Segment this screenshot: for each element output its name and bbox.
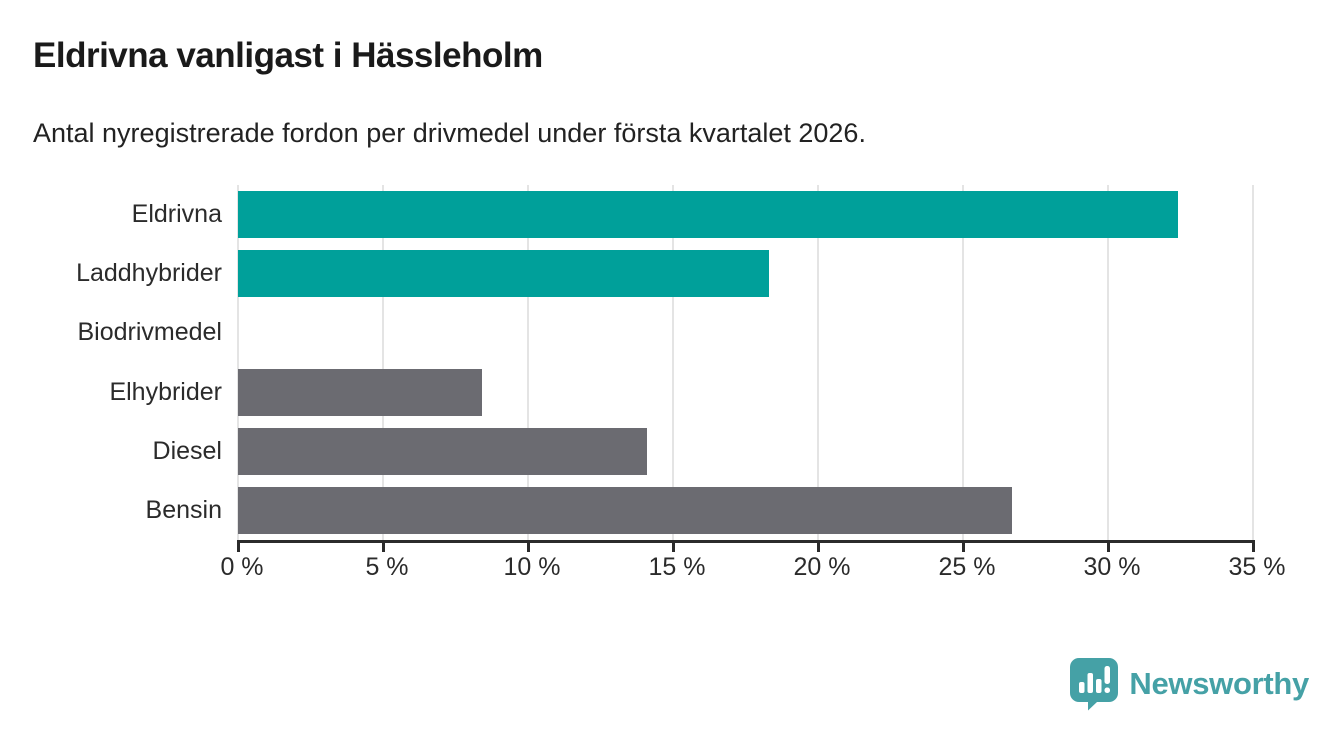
- gridline: [1252, 185, 1254, 540]
- axis-tick: [1252, 540, 1255, 552]
- x-tick-label: 5 %: [365, 553, 409, 581]
- x-tick-label: 15 %: [648, 553, 706, 581]
- category-label: Elhybrider: [109, 377, 222, 406]
- x-axis-line: [238, 540, 1254, 543]
- axis-tick: [817, 540, 820, 552]
- x-tick-label: 30 %: [1083, 553, 1141, 581]
- category-label: Biodrivmedel: [77, 318, 222, 347]
- axis-tick: [237, 540, 240, 552]
- gridline: [527, 185, 529, 540]
- gridline: [672, 185, 674, 540]
- category-label: Diesel: [152, 436, 222, 465]
- bar-elhybrider: [238, 368, 482, 416]
- axis-tick: [962, 540, 965, 552]
- brand-footer: Newsworthy: [1069, 657, 1309, 711]
- category-label: Bensin: [145, 495, 222, 524]
- x-tick-label: 25 %: [938, 553, 996, 581]
- gridline: [382, 185, 384, 540]
- x-tick-label: 0 %: [220, 553, 264, 581]
- category-label: Laddhybrider: [76, 259, 222, 288]
- gridline: [1107, 185, 1109, 540]
- x-tick-label: 20 %: [793, 553, 851, 581]
- brand-name: Newsworthy: [1129, 666, 1309, 701]
- axis-tick: [1107, 540, 1110, 552]
- axis-tick: [382, 540, 385, 552]
- bar-bensin: [238, 486, 1013, 534]
- gridline: [817, 185, 819, 540]
- bar-laddhybrider: [238, 250, 769, 298]
- page-title: Eldrivna vanligast i Hässleholm: [33, 36, 543, 75]
- newsworthy-logo-icon: [1070, 658, 1119, 711]
- bar-eldrivna: [238, 191, 1178, 239]
- gridline: [962, 185, 964, 540]
- x-tick-label: 10 %: [503, 553, 561, 581]
- axis-tick: [527, 540, 530, 552]
- category-label: Eldrivna: [131, 200, 222, 229]
- x-tick-label: 35 %: [1228, 553, 1286, 581]
- bar-diesel: [238, 427, 647, 475]
- plot-area: [237, 185, 1254, 540]
- axis-tick: [672, 540, 675, 552]
- gridline: [237, 185, 239, 540]
- chart-subtitle: Antal nyregistrerade fordon per drivmede…: [33, 118, 866, 148]
